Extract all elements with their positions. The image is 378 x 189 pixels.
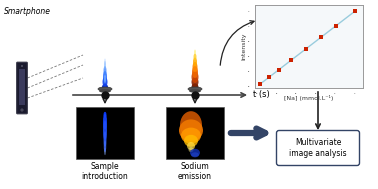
Ellipse shape xyxy=(194,47,196,50)
Text: t (s): t (s) xyxy=(253,91,270,99)
Ellipse shape xyxy=(103,114,107,130)
Circle shape xyxy=(21,65,23,67)
Bar xyxy=(194,87,197,93)
Ellipse shape xyxy=(98,87,112,91)
Ellipse shape xyxy=(189,89,201,93)
Ellipse shape xyxy=(192,71,198,83)
FancyBboxPatch shape xyxy=(276,130,359,166)
Ellipse shape xyxy=(181,128,201,144)
Ellipse shape xyxy=(193,57,197,67)
Ellipse shape xyxy=(194,53,197,60)
Text: Multivariate
image analysis: Multivariate image analysis xyxy=(289,138,347,158)
Circle shape xyxy=(21,109,23,111)
Ellipse shape xyxy=(99,89,111,93)
Bar xyxy=(104,87,107,93)
Ellipse shape xyxy=(190,149,200,157)
Bar xyxy=(104,112,106,151)
Ellipse shape xyxy=(103,120,107,140)
Ellipse shape xyxy=(191,152,199,157)
Bar xyxy=(19,69,25,105)
Ellipse shape xyxy=(104,131,107,147)
Ellipse shape xyxy=(192,84,198,91)
Ellipse shape xyxy=(104,66,107,76)
Y-axis label: Intensity: Intensity xyxy=(242,33,246,60)
Ellipse shape xyxy=(104,112,107,118)
Ellipse shape xyxy=(104,140,106,152)
Text: Sample
introduction: Sample introduction xyxy=(82,162,129,181)
Ellipse shape xyxy=(192,66,198,78)
Ellipse shape xyxy=(104,75,106,83)
Ellipse shape xyxy=(102,84,108,90)
Ellipse shape xyxy=(179,119,203,141)
Ellipse shape xyxy=(194,50,196,54)
Ellipse shape xyxy=(180,111,202,139)
Ellipse shape xyxy=(104,59,106,64)
Bar xyxy=(166,107,224,159)
Text: Sodium
emission: Sodium emission xyxy=(178,162,212,181)
Ellipse shape xyxy=(187,142,195,150)
X-axis label: [Na] (mmol.L⁻¹): [Na] (mmol.L⁻¹) xyxy=(284,95,334,101)
Ellipse shape xyxy=(102,77,107,87)
Text: Smartphone: Smartphone xyxy=(4,7,51,16)
Ellipse shape xyxy=(189,147,194,152)
Ellipse shape xyxy=(184,135,198,147)
Ellipse shape xyxy=(188,87,202,91)
Ellipse shape xyxy=(192,77,198,87)
Ellipse shape xyxy=(104,61,106,69)
Bar xyxy=(76,107,134,159)
Ellipse shape xyxy=(104,147,106,155)
FancyBboxPatch shape xyxy=(17,62,27,114)
Ellipse shape xyxy=(103,71,107,83)
Ellipse shape xyxy=(192,62,197,72)
